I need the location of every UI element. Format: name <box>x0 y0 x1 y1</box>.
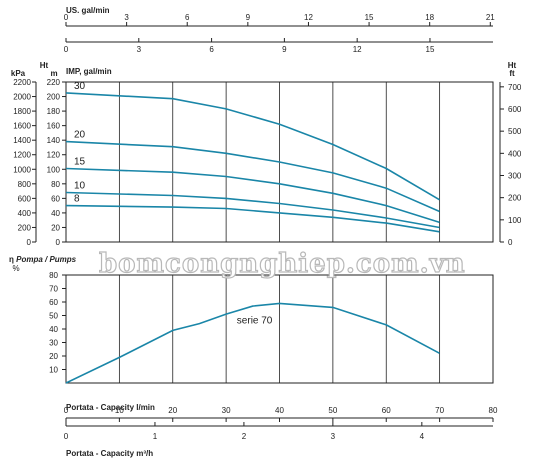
lmin-tick-label: 70 <box>435 406 444 415</box>
lmin-tick-label: 40 <box>275 406 284 415</box>
m-axis-tick-label: 20 <box>51 223 60 232</box>
eff-axis-tick-label: 50 <box>49 312 58 321</box>
head-curve-label-10: 10 <box>74 181 86 192</box>
imp-gal-axis-label: IMP, gal/min <box>66 67 112 76</box>
us-gal-tick-label: 12 <box>304 13 313 22</box>
kpa-axis-tick-label: 1000 <box>13 165 31 174</box>
m-axis-tick-label: 100 <box>47 165 61 174</box>
head-curve-10 <box>65 191 440 229</box>
eff-axis-tick-label: 10 <box>49 366 58 375</box>
eff-axis-unit: % <box>12 264 19 273</box>
imp-gal-tick-label: 3 <box>137 45 142 54</box>
head-curve-label-20: 20 <box>74 130 86 141</box>
eff-axis-tick-label: 40 <box>49 325 58 334</box>
m-axis-tick-label: 140 <box>47 136 61 145</box>
imp-gal-tick-label: 6 <box>209 45 214 54</box>
ft-axis-label: Ht <box>508 61 517 70</box>
lmin-axis-label: Portata - Capacity l/min <box>66 403 155 412</box>
m-axis-tick-label: 60 <box>51 194 60 203</box>
imp-gal-tick-label: 0 <box>64 45 69 54</box>
lmin-tick-label: 0 <box>64 406 69 415</box>
kpa-axis-tick-label: 1600 <box>13 122 31 131</box>
m3h-tick-label: 2 <box>242 432 247 441</box>
us-gal-tick-label: 15 <box>365 13 374 22</box>
watermark-text: bomcongnghiep.com.vn <box>99 249 466 279</box>
head-curve-30 <box>65 92 441 201</box>
ft-axis-tick-label: 0 <box>508 238 513 247</box>
imp-gal-tick-label: 12 <box>353 45 362 54</box>
m-axis-unit: m <box>50 69 57 78</box>
kpa-axis-tick-label: 1800 <box>13 107 31 116</box>
eff-title: η Pompa / Pumps <box>9 255 77 264</box>
eff-axis-tick-label: 70 <box>49 285 58 294</box>
head-curve-8 <box>65 204 440 233</box>
eff-axis-tick-label: 80 <box>49 271 58 280</box>
m-axis-tick-label: 180 <box>47 107 61 116</box>
ft-axis-tick-label: 600 <box>508 105 522 114</box>
head-curve-label-8: 8 <box>74 194 80 205</box>
eff-axis-tick-label: 60 <box>49 298 58 307</box>
kpa-axis-tick-label: 1400 <box>13 136 31 145</box>
us-gal-axis-label: US. gal/min <box>66 6 110 15</box>
us-gal-tick-label: 9 <box>246 13 251 22</box>
eff-curve <box>65 302 440 384</box>
m3h-tick-label: 4 <box>420 432 425 441</box>
eff-axis-tick-label: 30 <box>49 339 58 348</box>
head-curve-15 <box>65 167 440 224</box>
ft-axis-tick-label: 400 <box>508 149 522 158</box>
ft-axis-unit: ft <box>509 69 515 78</box>
head-curve-label-15: 15 <box>74 157 86 168</box>
kpa-axis-tick-label: 2200 <box>13 78 31 87</box>
m-axis-tick-label: 80 <box>51 180 60 189</box>
m-axis-tick-label: 200 <box>47 93 61 102</box>
lmin-tick-label: 20 <box>168 406 177 415</box>
curves-layer <box>65 92 441 384</box>
m3h-tick-label: 3 <box>331 432 336 441</box>
m-axis-tick-label: 160 <box>47 122 61 131</box>
kpa-axis-tick-label: 400 <box>18 209 32 218</box>
us-gal-tick-label: 0 <box>64 13 69 22</box>
us-gal-tick-label: 21 <box>486 13 495 22</box>
head-curve-label-30: 30 <box>74 81 86 92</box>
kpa-axis-tick-label: 200 <box>18 223 32 232</box>
m3h-tick-label: 0 <box>64 432 69 441</box>
kpa-axis-tick-label: 2000 <box>13 93 31 102</box>
grid-layer <box>65 82 494 383</box>
ft-axis-tick-label: 200 <box>508 194 522 203</box>
us-gal-tick-label: 3 <box>124 13 129 22</box>
us-gal-tick-label: 6 <box>185 13 190 22</box>
kpa-axis-unit: kPa <box>11 69 26 78</box>
kpa-axis-tick-label: 1200 <box>13 151 31 160</box>
m3h-axis-label: Portata - Capacity m³/h <box>66 449 153 458</box>
m-axis-tick-label: 120 <box>47 151 61 160</box>
kpa-axis-tick-label: 0 <box>27 238 32 247</box>
m-axis-label: Ht <box>40 61 49 70</box>
lmin-tick-label: 60 <box>382 406 391 415</box>
us-gal-tick-label: 18 <box>425 13 434 22</box>
lmin-tick-label: 30 <box>222 406 231 415</box>
eff-axis-tick-label: 20 <box>49 352 58 361</box>
ft-axis-tick-label: 300 <box>508 171 522 180</box>
head-curve-20 <box>65 140 440 213</box>
imp-gal-tick-label: 9 <box>282 45 287 54</box>
text-layer: 020406080100120140160180200220mHt0200400… <box>9 6 522 458</box>
lmin-tick-label: 50 <box>328 406 337 415</box>
m-axis-tick-label: 220 <box>47 78 61 87</box>
m3h-tick-label: 1 <box>153 432 158 441</box>
eff-curve-label: serie 70 <box>237 316 273 327</box>
m-axis-tick-label: 40 <box>51 209 60 218</box>
ft-axis-tick-label: 700 <box>508 83 522 92</box>
ft-axis-tick-label: 500 <box>508 127 522 136</box>
m-axis-tick-label: 0 <box>56 238 61 247</box>
lmin-tick-label: 80 <box>489 406 498 415</box>
imp-gal-tick-label: 15 <box>426 45 435 54</box>
kpa-axis-tick-label: 800 <box>18 180 32 189</box>
kpa-axis-tick-label: 600 <box>18 194 32 203</box>
lmin-tick-label: 10 <box>115 406 124 415</box>
ft-axis-tick-label: 100 <box>508 216 522 225</box>
